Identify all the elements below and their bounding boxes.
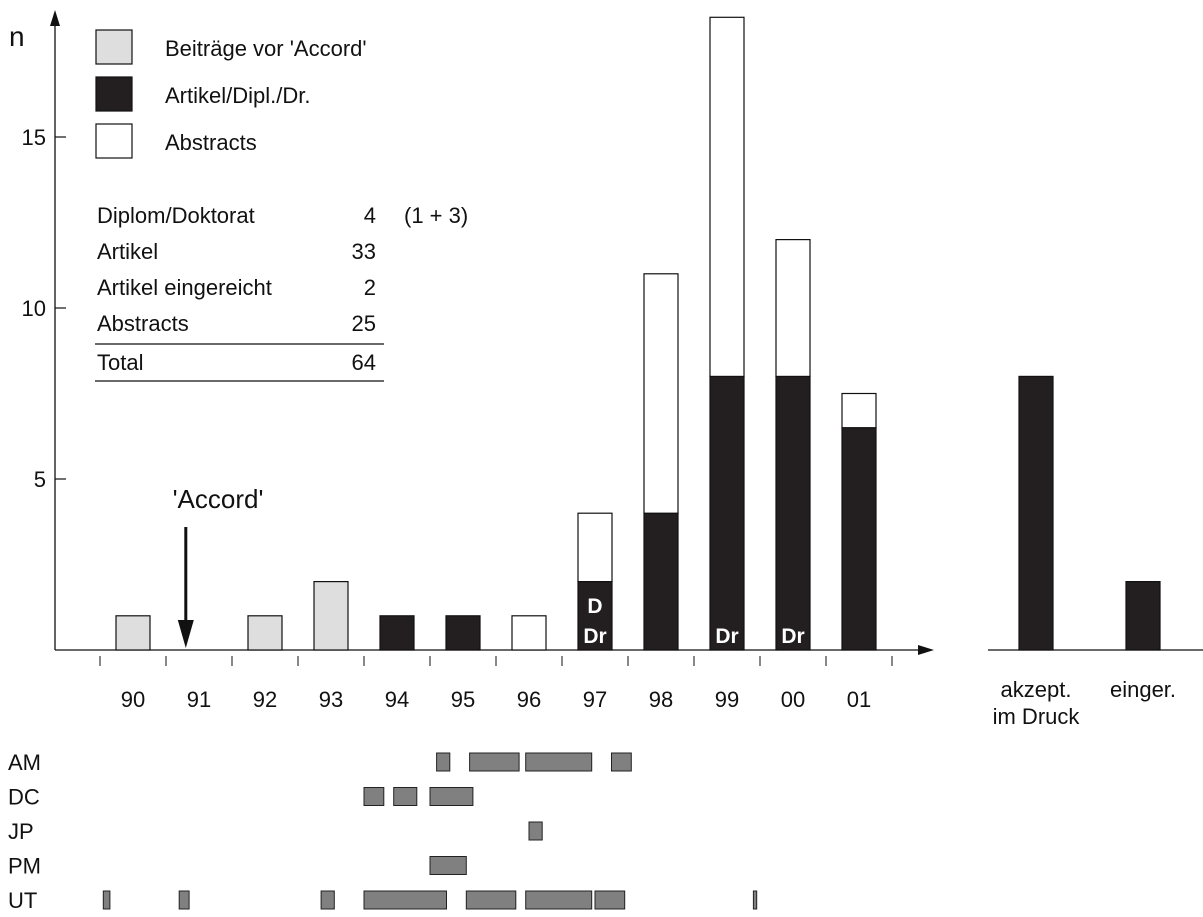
bar-label: Dr	[583, 625, 606, 648]
bar-label: Dr	[715, 625, 738, 648]
timeline-span	[429, 787, 474, 806]
table-row-note: (1 + 3)	[404, 203, 468, 228]
timeline-span	[611, 752, 632, 772]
y-tick-label: 15	[22, 125, 46, 150]
legend-label: Beiträge vor 'Accord'	[165, 36, 367, 61]
timeline-span	[320, 890, 335, 910]
bar-01-series-1	[841, 427, 877, 651]
extra-bar	[1018, 375, 1054, 651]
timeline-span	[363, 890, 447, 910]
timeline-row-label: AM	[8, 750, 41, 775]
timeline-span	[178, 890, 190, 910]
x-tick-label: 96	[517, 687, 541, 712]
bar-90-series-0	[115, 615, 151, 651]
summary-table: Diplom/Doktorat 4 (1 + 3) Artikel 33 Artikel …	[95, 203, 468, 382]
timeline-span	[102, 890, 111, 910]
y-axis-label: n	[9, 21, 25, 52]
bar-99-series-1	[709, 375, 745, 651]
x-tick-label: 94	[385, 687, 409, 712]
timeline-span	[465, 890, 517, 910]
timeline-span	[429, 856, 467, 875]
timeline-row-label: PM	[8, 854, 41, 879]
bar-96-series-2	[511, 615, 547, 651]
table-row-label: Diplom/Doktorat	[97, 203, 255, 228]
table-row-label: Artikel	[97, 239, 158, 264]
timeline-row-label: DC	[8, 785, 40, 810]
timeline-span	[525, 752, 593, 772]
x-tick-label: 97	[583, 687, 607, 712]
axes: n 'Accord'	[9, 10, 934, 666]
y-tick-label: 10	[22, 296, 46, 321]
timeline-row-label: JP	[8, 819, 34, 844]
table-row-label: Artikel eingereicht	[97, 275, 272, 300]
timeline-span	[525, 890, 593, 910]
legend-label: Artikel/Dipl./Dr.	[165, 83, 310, 108]
extra-bar-label: akzept.	[1001, 677, 1072, 702]
extra-bar	[1125, 580, 1161, 651]
bar-label: D	[587, 595, 602, 618]
bar-00-series-1	[775, 375, 811, 651]
table-row-value: 4	[364, 203, 376, 228]
bar-99-series-2	[709, 16, 745, 378]
legend-swatch	[95, 123, 133, 159]
x-tick-label: 92	[253, 687, 277, 712]
bars: D Dr Dr Dr	[115, 16, 877, 651]
timeline-span	[594, 890, 626, 910]
bar-label: Dr	[781, 625, 804, 648]
timeline-span	[752, 890, 758, 910]
table-row-label: Abstracts	[97, 311, 189, 336]
legend-swatch	[95, 29, 133, 65]
legend-swatch	[95, 76, 133, 112]
table-row-value: 33	[352, 239, 376, 264]
accord-arrow-head	[177, 620, 194, 648]
x-tick-label: 95	[451, 687, 475, 712]
timeline-row-label: UT	[8, 888, 37, 913]
table-total-value: 64	[352, 350, 376, 375]
y-tick-label: 5	[34, 467, 46, 492]
extra-bars: akzept.im Druck einger.	[988, 375, 1203, 729]
bar-01-series-2	[841, 392, 877, 429]
bar-93-series-0	[313, 580, 349, 651]
extra-bar-label: im Druck	[993, 704, 1081, 729]
timeline-span	[469, 752, 520, 772]
table-row-value: 25	[352, 311, 376, 336]
x-tick-label: 01	[847, 687, 871, 712]
bar-92-series-0	[247, 615, 283, 651]
x-tick-label: 99	[715, 687, 739, 712]
table-total-label: Total	[97, 350, 143, 375]
bar-95-series-1	[445, 615, 481, 651]
extra-bar-label: einger.	[1110, 677, 1176, 702]
x-tick-label: 90	[121, 687, 145, 712]
timeline: AM DC JP PM UT	[8, 750, 758, 913]
legend-label: Abstracts	[165, 130, 257, 155]
timeline-span	[393, 787, 418, 806]
bar-98-series-2	[643, 273, 679, 514]
accord-annotation: 'Accord'	[173, 484, 264, 514]
y-axis-arrow	[50, 10, 60, 26]
x-tick-label: 00	[781, 687, 805, 712]
timeline-span	[436, 752, 451, 772]
bar-94-series-1	[379, 615, 415, 651]
table-row-value: 2	[364, 275, 376, 300]
timeline-span	[363, 787, 385, 806]
legend: Beiträge vor 'Accord' Artikel/Dipl./Dr. Ab…	[95, 29, 367, 159]
timeline-span	[528, 821, 543, 841]
tick-labels: 5 10 15 90 91 92 93 94 95 96 97 98 99 00 01	[22, 125, 872, 712]
x-tick-label: 93	[319, 687, 343, 712]
bar-97-series-2	[577, 512, 613, 583]
bar-00-series-2	[775, 239, 811, 378]
bar-98-series-1	[643, 512, 679, 651]
x-tick-label: 98	[649, 687, 673, 712]
x-axis-arrow	[918, 645, 934, 655]
x-tick-label: 91	[187, 687, 211, 712]
